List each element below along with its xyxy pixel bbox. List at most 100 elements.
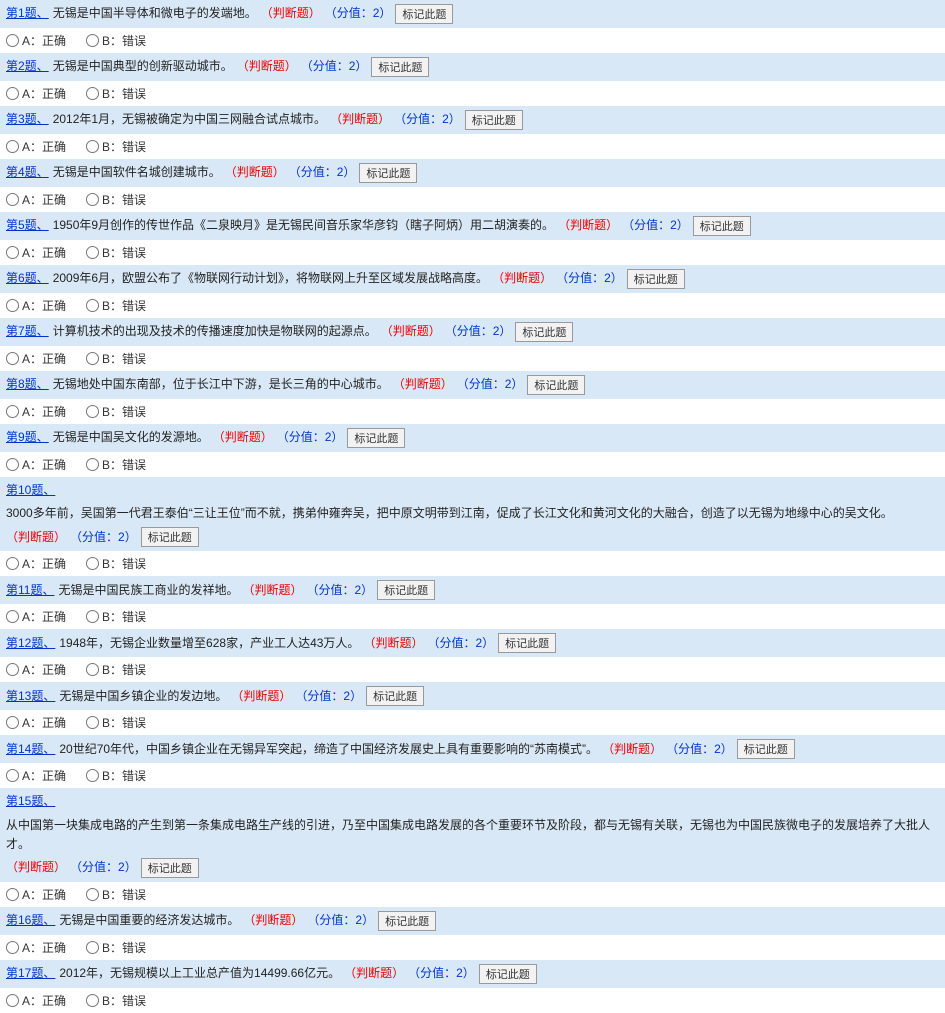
option-b-radio[interactable] [86,610,99,623]
question-number-link[interactable]: 第10题、 [6,481,55,500]
option-b[interactable]: B：错误 [86,555,146,572]
question-number-link[interactable]: 第14题、 [6,740,55,759]
option-a[interactable]: A：正确 [6,939,66,956]
option-a-radio[interactable] [6,769,19,782]
question-number-link[interactable]: 第2题、 [6,57,49,76]
option-a-radio[interactable] [6,87,19,100]
option-b[interactable]: B：错误 [86,191,146,208]
option-a[interactable]: A：正确 [6,714,66,731]
mark-question-button[interactable]: 标记此题 [395,4,453,24]
option-a-radio[interactable] [6,352,19,365]
option-b-radio[interactable] [86,193,99,206]
option-a[interactable]: A：正确 [6,661,66,678]
option-b-radio[interactable] [86,140,99,153]
question-number-link[interactable]: 第4题、 [6,163,49,182]
option-b[interactable]: B：错误 [86,85,146,102]
option-b[interactable]: B：错误 [86,32,146,49]
question-number-link[interactable]: 第8题、 [6,375,49,394]
option-b[interactable]: B：错误 [86,939,146,956]
option-b-radio[interactable] [86,299,99,312]
option-a-radio[interactable] [6,34,19,47]
option-b-radio[interactable] [86,716,99,729]
option-a[interactable]: A：正确 [6,350,66,367]
option-b-radio[interactable] [86,941,99,954]
option-b-radio[interactable] [86,405,99,418]
option-b-radio[interactable] [86,557,99,570]
option-a[interactable]: A：正确 [6,297,66,314]
option-a[interactable]: A：正确 [6,608,66,625]
mark-question-button[interactable]: 标记此题 [141,858,199,878]
question-number-link[interactable]: 第15题、 [6,792,55,811]
option-b-radio[interactable] [86,87,99,100]
option-a[interactable]: A：正确 [6,886,66,903]
mark-question-button[interactable]: 标记此题 [627,269,685,289]
option-a-radio[interactable] [6,994,19,1007]
option-a[interactable]: A：正确 [6,767,66,784]
question-number-link[interactable]: 第9题、 [6,428,49,447]
question-number-link[interactable]: 第3题、 [6,110,49,129]
question-number-link[interactable]: 第7题、 [6,322,49,341]
option-a-radio[interactable] [6,610,19,623]
option-b[interactable]: B：错误 [86,661,146,678]
option-a[interactable]: A：正确 [6,992,66,1009]
option-b-radio[interactable] [86,994,99,1007]
option-a-radio[interactable] [6,458,19,471]
option-b[interactable]: B：错误 [86,244,146,261]
option-a-radio[interactable] [6,716,19,729]
mark-question-button[interactable]: 标记此题 [737,739,795,759]
mark-question-button[interactable]: 标记此题 [515,322,573,342]
option-a-radio[interactable] [6,193,19,206]
mark-question-button[interactable]: 标记此题 [693,216,751,236]
option-a[interactable]: A：正确 [6,85,66,102]
option-a-radio[interactable] [6,405,19,418]
option-a-radio[interactable] [6,299,19,312]
mark-question-button[interactable]: 标记此题 [377,580,435,600]
option-b-radio[interactable] [86,34,99,47]
option-b-radio[interactable] [86,352,99,365]
mark-question-button[interactable]: 标记此题 [141,527,199,547]
option-a[interactable]: A：正确 [6,244,66,261]
question-number-link[interactable]: 第6题、 [6,269,49,288]
mark-question-button[interactable]: 标记此题 [359,163,417,183]
mark-question-button[interactable]: 标记此题 [498,633,556,653]
option-b[interactable]: B：错误 [86,456,146,473]
option-a-radio[interactable] [6,140,19,153]
question-number-link[interactable]: 第16题、 [6,911,55,930]
mark-question-button[interactable]: 标记此题 [479,964,537,984]
option-b[interactable]: B：错误 [86,714,146,731]
option-b[interactable]: B：错误 [86,350,146,367]
option-b-radio[interactable] [86,888,99,901]
option-a-radio[interactable] [6,246,19,259]
option-b[interactable]: B：错误 [86,403,146,420]
option-b[interactable]: B：错误 [86,608,146,625]
option-b[interactable]: B：错误 [86,767,146,784]
option-b-radio[interactable] [86,663,99,676]
question-number-link[interactable]: 第13题、 [6,687,55,706]
option-a[interactable]: A：正确 [6,138,66,155]
mark-question-button[interactable]: 标记此题 [527,375,585,395]
option-a[interactable]: A：正确 [6,403,66,420]
option-a-radio[interactable] [6,888,19,901]
option-a[interactable]: A：正确 [6,456,66,473]
option-b-radio[interactable] [86,769,99,782]
option-b[interactable]: B：错误 [86,886,146,903]
question-number-link[interactable]: 第1题、 [6,4,49,23]
mark-question-button[interactable]: 标记此题 [378,911,436,931]
option-b[interactable]: B：错误 [86,138,146,155]
question-number-link[interactable]: 第11题、 [6,581,54,600]
option-a[interactable]: A：正确 [6,191,66,208]
question-number-link[interactable]: 第5题、 [6,216,49,235]
option-b-radio[interactable] [86,458,99,471]
option-a-radio[interactable] [6,663,19,676]
question-number-link[interactable]: 第17题、 [6,964,55,983]
option-b-radio[interactable] [86,246,99,259]
mark-question-button[interactable]: 标记此题 [465,110,523,130]
option-b[interactable]: B：错误 [86,992,146,1009]
mark-question-button[interactable]: 标记此题 [347,428,405,448]
option-a-radio[interactable] [6,557,19,570]
option-a[interactable]: A：正确 [6,32,66,49]
option-a-radio[interactable] [6,941,19,954]
option-a[interactable]: A：正确 [6,555,66,572]
question-number-link[interactable]: 第12题、 [6,634,55,653]
option-b[interactable]: B：错误 [86,297,146,314]
